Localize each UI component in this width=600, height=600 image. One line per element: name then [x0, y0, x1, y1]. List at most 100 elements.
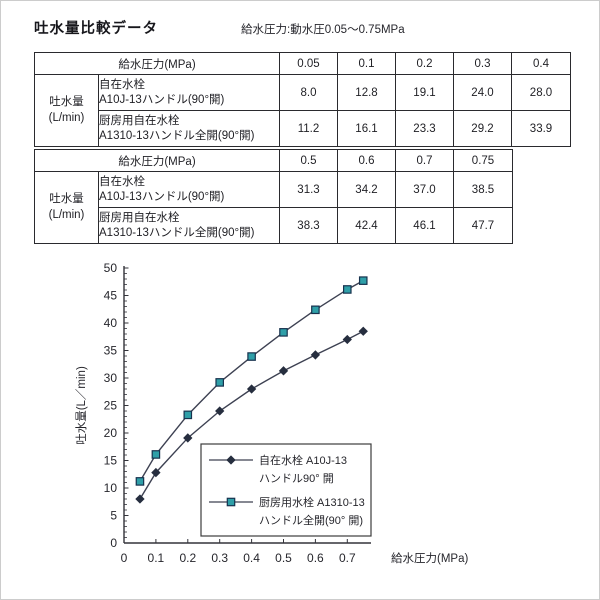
y-tick-label: 35	[104, 344, 118, 358]
diamond-marker	[342, 334, 352, 345]
flow-unit-line1: 吐水量	[49, 95, 84, 108]
pressure-value-cell: 0.7	[395, 149, 454, 172]
pressure-value-cell: 0.6	[337, 149, 396, 172]
square-marker	[135, 477, 145, 486]
diamond-marker	[310, 350, 321, 360]
series-1	[135, 276, 368, 486]
flow-value-cell: 42.4	[337, 207, 396, 244]
y-axis-labels: 0 5 10 15 20 25 30 35 40 45 50	[104, 261, 118, 550]
legend-label-line2: ハンドル90° 開	[259, 472, 334, 485]
x-tick-label: 0.3	[211, 551, 228, 565]
y-tick-label: 15	[104, 454, 118, 468]
diamond-marker	[183, 433, 193, 443]
flow-unit-header-cell: 吐水量 (L/min)	[34, 171, 99, 244]
diamond-marker	[226, 455, 236, 465]
diamond-marker	[215, 406, 225, 416]
square-marker	[343, 285, 352, 294]
flow-value-cell: 46.1	[395, 207, 454, 244]
product-name-line2: A10J-13ハンドル(90°開)	[99, 190, 225, 203]
x-axis-title: 給水圧力(MPa)	[391, 551, 468, 565]
y-axis-ticks	[124, 267, 129, 544]
pressure-value-cell: 0.75	[453, 149, 513, 172]
square-marker	[226, 497, 236, 507]
pressure-header-cell: 給水圧力(MPa)	[34, 52, 280, 75]
y-tick-label: 5	[110, 509, 117, 523]
flow-value-cell: 38.3	[279, 207, 338, 244]
x-tick-label: 0.1	[148, 551, 165, 565]
legend-label-line2: ハンドル全開(90° 開)	[259, 513, 363, 527]
y-axis-title: 吐水量(L／min)	[75, 366, 88, 445]
flow-value-cell: 47.7	[453, 207, 513, 244]
x-tick-label: 0.5	[275, 551, 292, 565]
square-marker	[279, 328, 288, 337]
pressure-value-cell: 0.3	[453, 52, 512, 75]
flow-value-cell: 11.2	[279, 110, 338, 147]
pressure-value-cell: 0.2	[395, 52, 454, 75]
y-tick-label: 50	[104, 261, 118, 275]
diamond-marker	[246, 384, 257, 394]
flow-value-cell: 12.8	[337, 74, 396, 111]
flow-value-cell: 33.9	[511, 110, 571, 147]
product-name-cell: 厨房用自在水栓 A1310-13ハンドル全開(90°開)	[98, 110, 280, 147]
square-marker	[151, 450, 161, 459]
product-name-line2: A1310-13ハンドル全開(90°開)	[99, 129, 255, 142]
flow-value-cell: 34.2	[337, 171, 396, 208]
square-marker	[311, 305, 320, 315]
flow-value-cell: 16.1	[337, 110, 396, 147]
x-tick-label: 0	[121, 551, 128, 565]
pressure-range-note: 給水圧力:動水圧0.05〜0.75MPa	[241, 24, 405, 36]
y-tick-label: 45	[104, 289, 118, 303]
y-tick-label: 20	[104, 426, 118, 440]
series-0	[135, 326, 368, 504]
discharge-table-low-pressure: 給水圧力(MPa) 0.05 0.1 0.2 0.3 0.4 吐水量 (L/mi…	[34, 52, 571, 147]
y-tick-label: 40	[104, 316, 118, 330]
pressure-value-cell: 0.05	[279, 52, 338, 75]
table-header-row: 給水圧力(MPa) 0.05 0.1 0.2 0.3 0.4	[34, 52, 571, 75]
discharge-table-high-pressure: 給水圧力(MPa) 0.5 0.6 0.7 0.75 吐水量 (L/min) 自…	[34, 149, 513, 244]
x-tick-label: 0.2	[179, 551, 196, 565]
diamond-marker	[151, 467, 161, 478]
flow-value-cell: 37.0	[395, 171, 454, 208]
x-axis-labels: 0 0.1 0.2 0.3 0.4 0.5 0.6 0.7	[121, 551, 356, 565]
table-header-row: 給水圧力(MPa) 0.5 0.6 0.7 0.75	[34, 149, 513, 172]
diamond-marker	[135, 494, 145, 504]
page-title: 吐水量比較データ	[34, 21, 158, 37]
table-row: 厨房用自在水栓 A1310-13ハンドル全開(90°開) 38.3 42.4 4…	[35, 207, 513, 244]
y-tick-label: 0	[110, 536, 117, 550]
pressure-header-cell: 給水圧力(MPa)	[34, 149, 280, 172]
square-marker	[358, 276, 368, 285]
product-name-cell: 厨房用自在水栓 A1310-13ハンドル全開(90°開)	[98, 207, 280, 244]
x-tick-label: 0.6	[307, 551, 324, 565]
y-tick-label: 10	[104, 481, 118, 495]
product-name-line1: 自在水栓	[99, 175, 145, 188]
product-name-cell: 自在水栓 A10J-13ハンドル(90°開)	[98, 171, 280, 208]
flow-value-cell: 29.2	[453, 110, 512, 147]
x-tick-label: 0.4	[243, 551, 260, 565]
square-marker	[183, 410, 193, 420]
product-name-line1: 自在水栓	[99, 78, 145, 91]
y-tick-label: 25	[104, 399, 118, 413]
flow-unit-line2: (L/min)	[48, 111, 85, 124]
flow-value-cell: 31.3	[279, 171, 338, 208]
product-name-line2: A1310-13ハンドル全開(90°開)	[99, 226, 255, 239]
flow-value-cell: 24.0	[453, 74, 512, 111]
product-name-line1: 厨房用自在水栓	[99, 211, 180, 224]
x-axis-ticks	[155, 539, 348, 543]
y-tick-label: 30	[104, 371, 118, 385]
product-name-line2: A10J-13ハンドル(90°開)	[99, 93, 225, 106]
pressure-value-cell: 0.1	[337, 52, 396, 75]
table-row: 厨房用自在水栓 A1310-13ハンドル全開(90°開) 11.2 16.1 2…	[35, 110, 571, 147]
flow-unit-line1: 吐水量	[49, 192, 84, 205]
product-name-line1: 厨房用自在水栓	[99, 114, 180, 127]
flow-value-cell: 19.1	[395, 74, 454, 111]
discharge-comparison-chart: 0 5 10 15 20 25 30 35 40 45 50 0 0.1 0.2 0.3 0.4 0.5 0.6 0…	[75, 261, 468, 565]
discharge-chart-container: 0 5 10 15 20 25 30 35 40 45 50 0 0.1 0.2 0.3 0.4 0.5 0.6 0…	[41, 256, 521, 586]
square-marker	[215, 378, 225, 387]
flow-unit-line2: (L/min)	[48, 208, 85, 221]
flow-unit-header-cell: 吐水量 (L/min)	[34, 74, 99, 147]
pressure-value-cell: 0.4	[511, 52, 571, 75]
flow-value-cell: 8.0	[279, 74, 338, 111]
table-row: 吐水量 (L/min) 自在水栓 A10J-13ハンドル(90°開) 31.3 …	[34, 171, 513, 244]
diamond-marker	[358, 326, 368, 336]
